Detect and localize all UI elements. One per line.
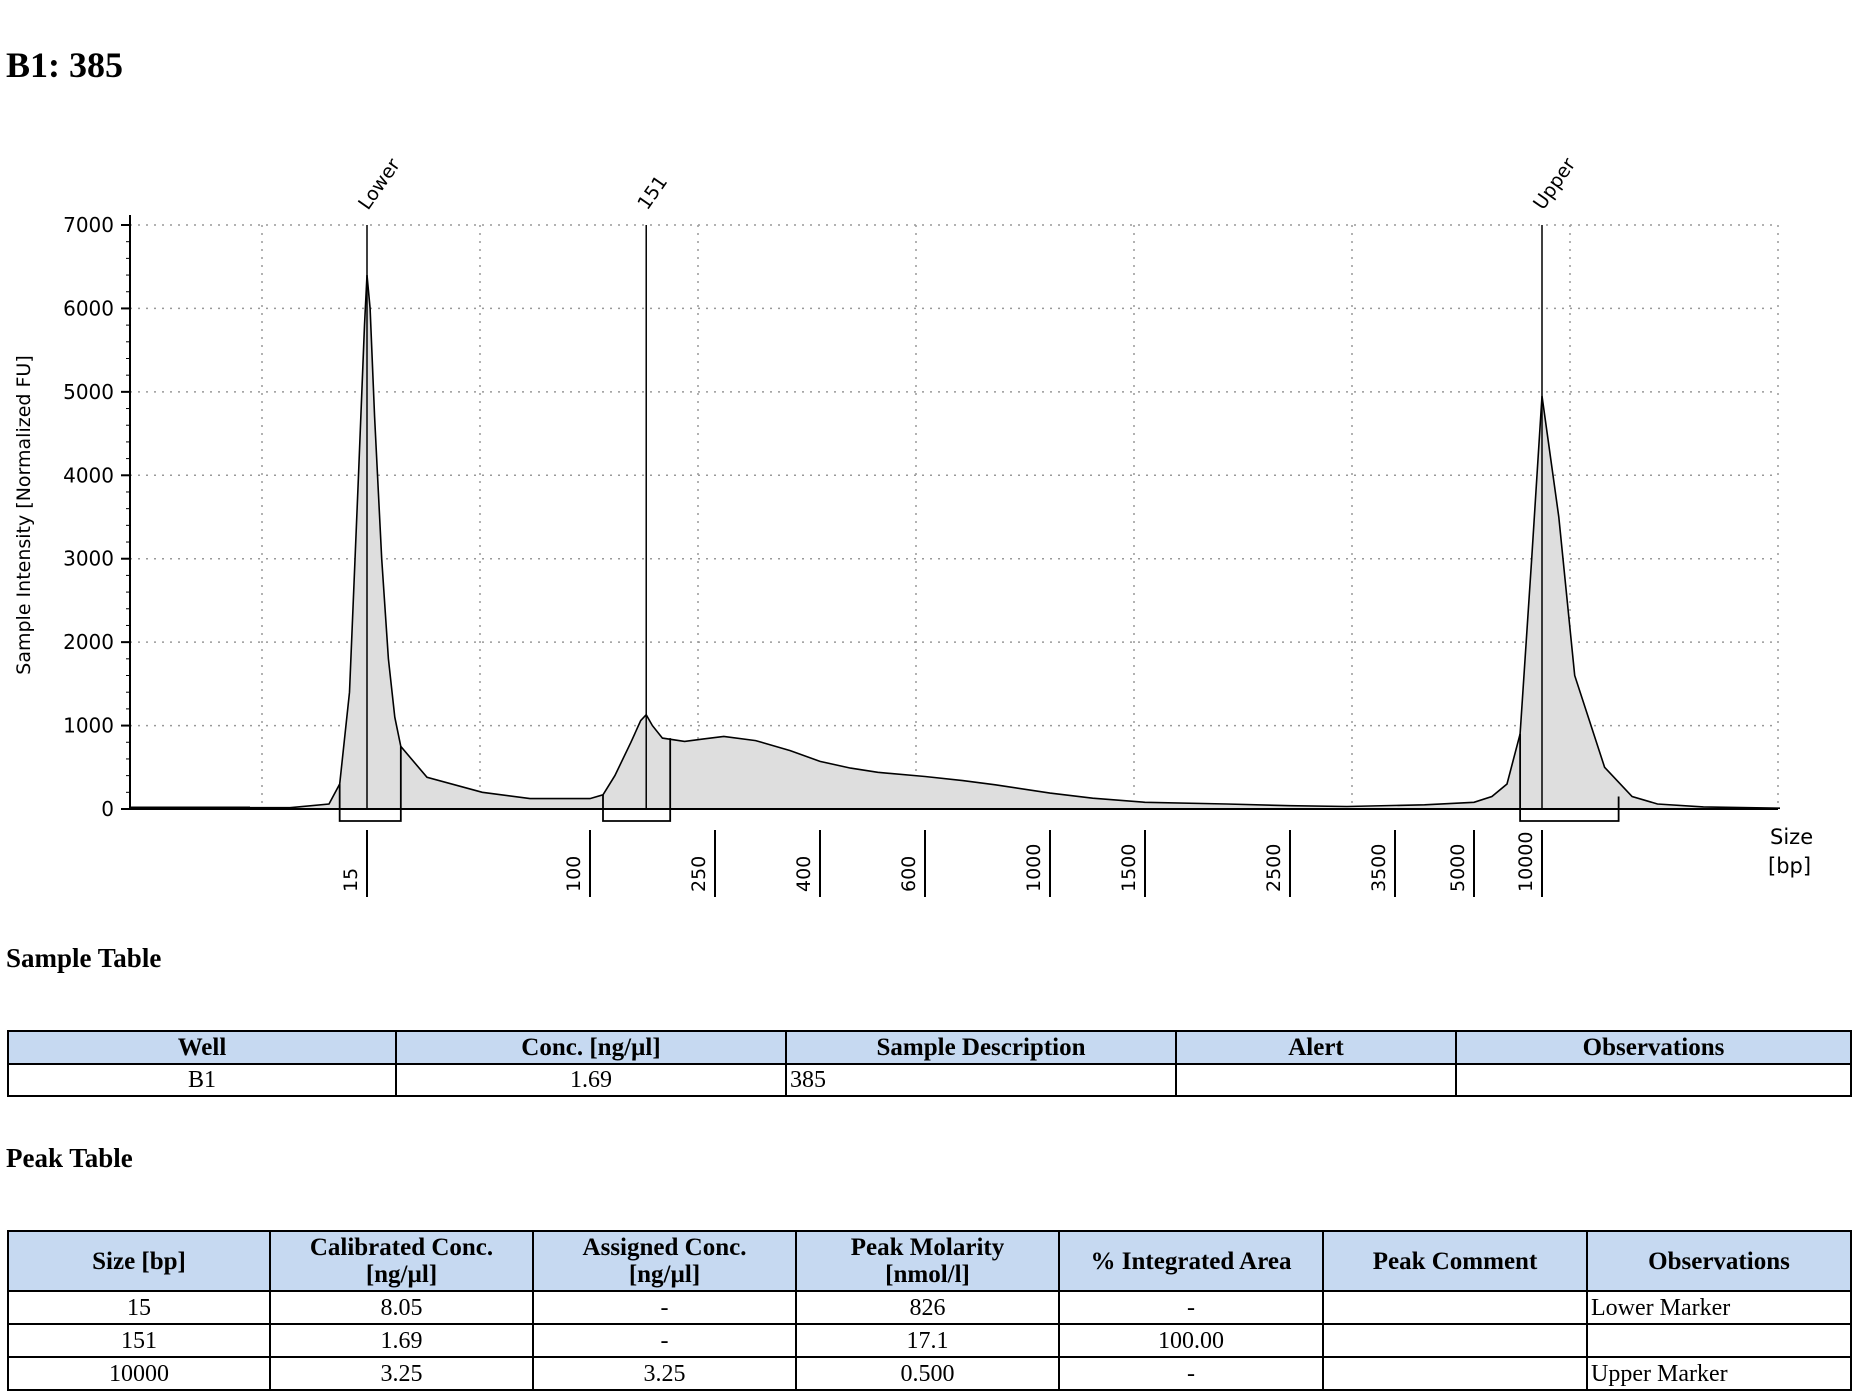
ladder-label: 600 [898, 856, 920, 892]
peak-label: Upper [1529, 154, 1580, 214]
cell-assigned-conc: - [532, 1323, 797, 1358]
cell-observations [1455, 1063, 1852, 1097]
col-header-observations: Observations [1455, 1030, 1852, 1065]
cell-peak-comment [1322, 1356, 1588, 1391]
peak-table: Size [bp] Calibrated Conc. [ng/µl] Assign… [7, 1230, 1852, 1391]
header-line: Calibrated Conc. [309, 1234, 494, 1261]
series-area [250, 275, 1780, 810]
col-header-well: Well [7, 1030, 397, 1065]
cell-calibrated-conc: 8.05 [269, 1290, 534, 1325]
ladder-label: 1000 [1023, 844, 1045, 892]
header-line: Size [bp] [92, 1247, 186, 1275]
sample-table-header-row: Well Conc. [ng/µl] Sample Description Al… [7, 1030, 1852, 1065]
cell-sample-description: 385 [785, 1063, 1177, 1097]
sample-table-title: Sample Table [6, 943, 162, 973]
header-line: [ng/µl] [628, 1261, 701, 1288]
sample-table: Well Conc. [ng/µl] Sample Description Al… [7, 1030, 1852, 1097]
y-tick-label: 1000 [63, 714, 114, 738]
cell-assigned-conc: - [532, 1290, 797, 1325]
peak-table-header-row: Size [bp] Calibrated Conc. [ng/µl] Assign… [7, 1230, 1852, 1292]
cell-size: 151 [7, 1323, 271, 1358]
electropherogram-chart: 0 1000 2000 3000 4000 5000 6000 7000 Sample Inte… [13, 154, 1813, 897]
cell-assigned-conc: 3.25 [532, 1356, 797, 1391]
header-line: Peak Molarity [850, 1234, 1005, 1261]
col-header-assigned-conc: Assigned Conc. [ng/µl] [532, 1230, 797, 1292]
cell-peak-comment [1322, 1323, 1588, 1358]
cell-alert [1175, 1063, 1457, 1097]
y-tick-label: 6000 [63, 296, 114, 320]
cell-observations: Lower Marker [1586, 1290, 1852, 1325]
cell-calibrated-conc: 1.69 [269, 1323, 534, 1358]
table-row: 15 8.05 - 826 - Lower Marker [7, 1290, 1852, 1325]
ladder-label: 10000 [1515, 832, 1537, 892]
y-tick-label: 3000 [63, 547, 114, 571]
col-header-integrated-area: % Integrated Area [1058, 1230, 1324, 1292]
ladder-label: 250 [688, 856, 710, 892]
ladder-label: 2500 [1263, 844, 1285, 892]
y-tick-label: 2000 [63, 630, 114, 654]
y-tick-label: 0 [101, 797, 114, 821]
cell-calibrated-conc: 3.25 [269, 1356, 534, 1391]
peak-label: 151 [633, 172, 672, 214]
ladder-label: 5000 [1447, 844, 1469, 892]
cell-peak-molarity: 826 [795, 1290, 1060, 1325]
header-line: Assigned Conc. [582, 1234, 747, 1261]
page-title: B1: 385 [6, 45, 123, 85]
col-header-peak-comment: Peak Comment [1322, 1230, 1588, 1292]
cell-peak-molarity: 17.1 [795, 1323, 1060, 1358]
peak-table-title: Peak Table [6, 1143, 133, 1173]
col-header-calibrated-conc: Calibrated Conc. [ng/µl] [269, 1230, 534, 1292]
y-tick-label: 7000 [63, 213, 114, 237]
header-line: [nmol/l] [885, 1261, 970, 1288]
header-line: % Integrated Area [1090, 1247, 1292, 1275]
integration-bracket [1519, 733, 1620, 822]
table-row: B1 1.69 385 [7, 1063, 1852, 1097]
ladder-label: 1500 [1118, 844, 1140, 892]
cell-observations: Upper Marker [1586, 1356, 1852, 1391]
col-header-sample-description: Sample Description [785, 1030, 1177, 1065]
table-row: 10000 3.25 3.25 0.500 - Upper Marker [7, 1356, 1852, 1391]
cell-peak-comment [1322, 1290, 1588, 1325]
ladder-label: 400 [793, 856, 815, 892]
ladder-label: 3500 [1368, 844, 1390, 892]
ladder-label: 100 [563, 856, 585, 892]
cell-well: B1 [7, 1063, 397, 1097]
integration-bracket [602, 738, 672, 822]
cell-size: 15 [7, 1290, 271, 1325]
cell-integrated-area: 100.00 [1058, 1323, 1324, 1358]
y-tick-label: 4000 [63, 463, 114, 487]
y-axis-title: Sample Intensity [Normalized FU] [13, 355, 35, 674]
integration-bracket [338, 746, 402, 822]
cell-conc: 1.69 [395, 1063, 787, 1097]
col-header-observations: Observations [1586, 1230, 1852, 1292]
x-axis-title-unit: [bp] [1768, 854, 1811, 878]
cell-peak-molarity: 0.500 [795, 1356, 1060, 1391]
series-line [250, 275, 1781, 809]
x-axis-title: Size [1770, 825, 1813, 849]
ladder-label: 15 [340, 868, 362, 892]
cell-size: 10000 [7, 1356, 271, 1391]
table-row: 151 1.69 - 17.1 100.00 [7, 1323, 1852, 1358]
cell-integrated-area: - [1058, 1290, 1324, 1325]
cell-observations [1586, 1323, 1852, 1358]
header-line: Peak Comment [1372, 1247, 1538, 1275]
header-line: [ng/µl] [365, 1261, 438, 1288]
col-header-conc: Conc. [ng/µl] [395, 1030, 787, 1065]
header-line: Observations [1648, 1247, 1790, 1275]
peak-label: Lower [354, 154, 405, 213]
y-tick-label: 5000 [63, 380, 114, 404]
cell-integrated-area: - [1058, 1356, 1324, 1391]
col-header-alert: Alert [1175, 1030, 1457, 1065]
col-header-peak-molarity: Peak Molarity [nmol/l] [795, 1230, 1060, 1292]
col-header-size: Size [bp] [7, 1230, 271, 1292]
